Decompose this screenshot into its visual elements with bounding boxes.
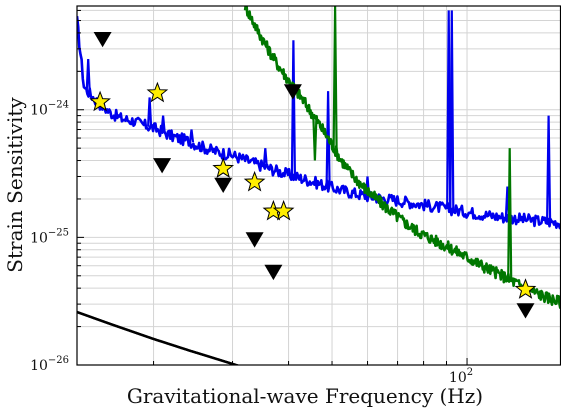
triangle-marker — [153, 158, 172, 174]
series-0-peak — [546, 115, 552, 222]
series-0-peak — [262, 148, 268, 168]
y-axis-title: Strain Sensitivity — [3, 97, 27, 273]
series-1-peak — [312, 117, 318, 161]
triangle-marker — [93, 32, 112, 48]
tick-layer: 102 10−24 10−25 10−26 — [30, 5, 561, 386]
star-marker — [212, 157, 235, 178]
triangle-marker — [283, 84, 302, 100]
series-0-line — [77, 15, 561, 230]
series-0-peak — [446, 10, 452, 210]
triangle-marker — [264, 264, 283, 281]
series-0-peak — [147, 97, 153, 127]
triangle-marker — [245, 232, 264, 248]
series-0-peak — [85, 58, 91, 92]
series-0-peak — [325, 91, 331, 187]
star-marker — [243, 170, 266, 192]
star-marker — [272, 199, 295, 221]
series-1-peak — [507, 148, 513, 280]
star-marker — [514, 278, 537, 299]
x-tick-label: 102 — [449, 367, 473, 386]
series-2-line — [77, 310, 241, 365]
series-0-peak — [188, 129, 195, 143]
triangle-marker — [516, 303, 535, 319]
star-marker — [146, 81, 169, 103]
x-axis-title: Gravitational-wave Frequency (Hz) — [127, 384, 483, 408]
grid-lines — [77, 6, 561, 366]
series-0-peak — [160, 115, 166, 133]
y-tick-label: 10−26 — [30, 355, 69, 374]
plot-area — [77, 6, 561, 365]
series-0-peak — [290, 40, 296, 177]
y-tick-label: 10−24 — [30, 100, 69, 119]
y-tick-label: 10−25 — [30, 227, 69, 246]
markers-layer — [89, 32, 537, 319]
series-1-peak — [332, 6, 338, 151]
series-0-peak — [449, 10, 455, 210]
star-marker — [89, 90, 111, 112]
triangle-marker — [214, 177, 233, 193]
